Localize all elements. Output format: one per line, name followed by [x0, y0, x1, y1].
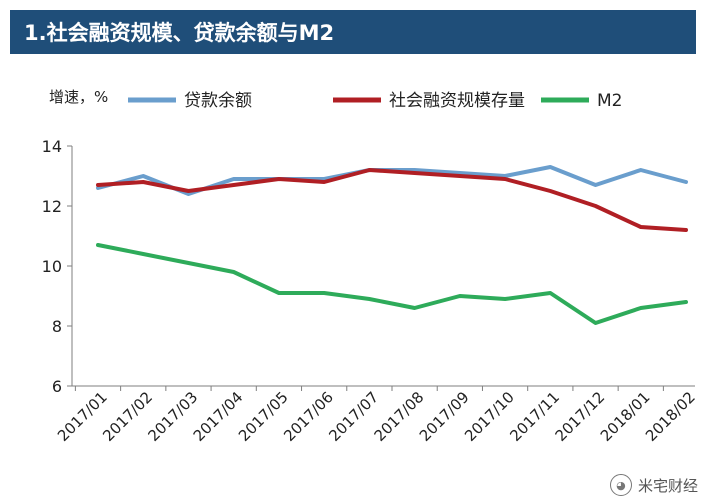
y-tick-label: 8	[52, 317, 62, 336]
y-tick-label: 12	[42, 197, 62, 216]
legend: 贷款余额 社会融资规模存量 M2	[128, 91, 622, 111]
legend-label: 社会融资规模存量	[389, 91, 525, 111]
watermark-text: 米宅财经	[637, 476, 698, 495]
chart-title: 1.社会融资规模、贷款余额与M2	[24, 21, 335, 45]
series-group	[96, 165, 688, 325]
y-tick-label: 10	[42, 257, 62, 276]
series-line-2	[96, 243, 688, 325]
y-tick-label: 14	[42, 137, 62, 156]
series-line-1	[96, 168, 688, 232]
chart-title-bar: 1.社会融资规模、贷款余额与M2	[10, 10, 696, 54]
wechat-icon: ◕	[609, 474, 632, 496]
y-axis-label: 增速，%	[49, 88, 108, 106]
legend-label: M2	[597, 91, 622, 111]
legend-label: 贷款余额	[184, 91, 252, 111]
y-tick-label: 6	[52, 377, 62, 396]
watermark: ◕ 米宅财经	[609, 474, 698, 496]
x-tick-label: 2018/02	[642, 388, 699, 445]
